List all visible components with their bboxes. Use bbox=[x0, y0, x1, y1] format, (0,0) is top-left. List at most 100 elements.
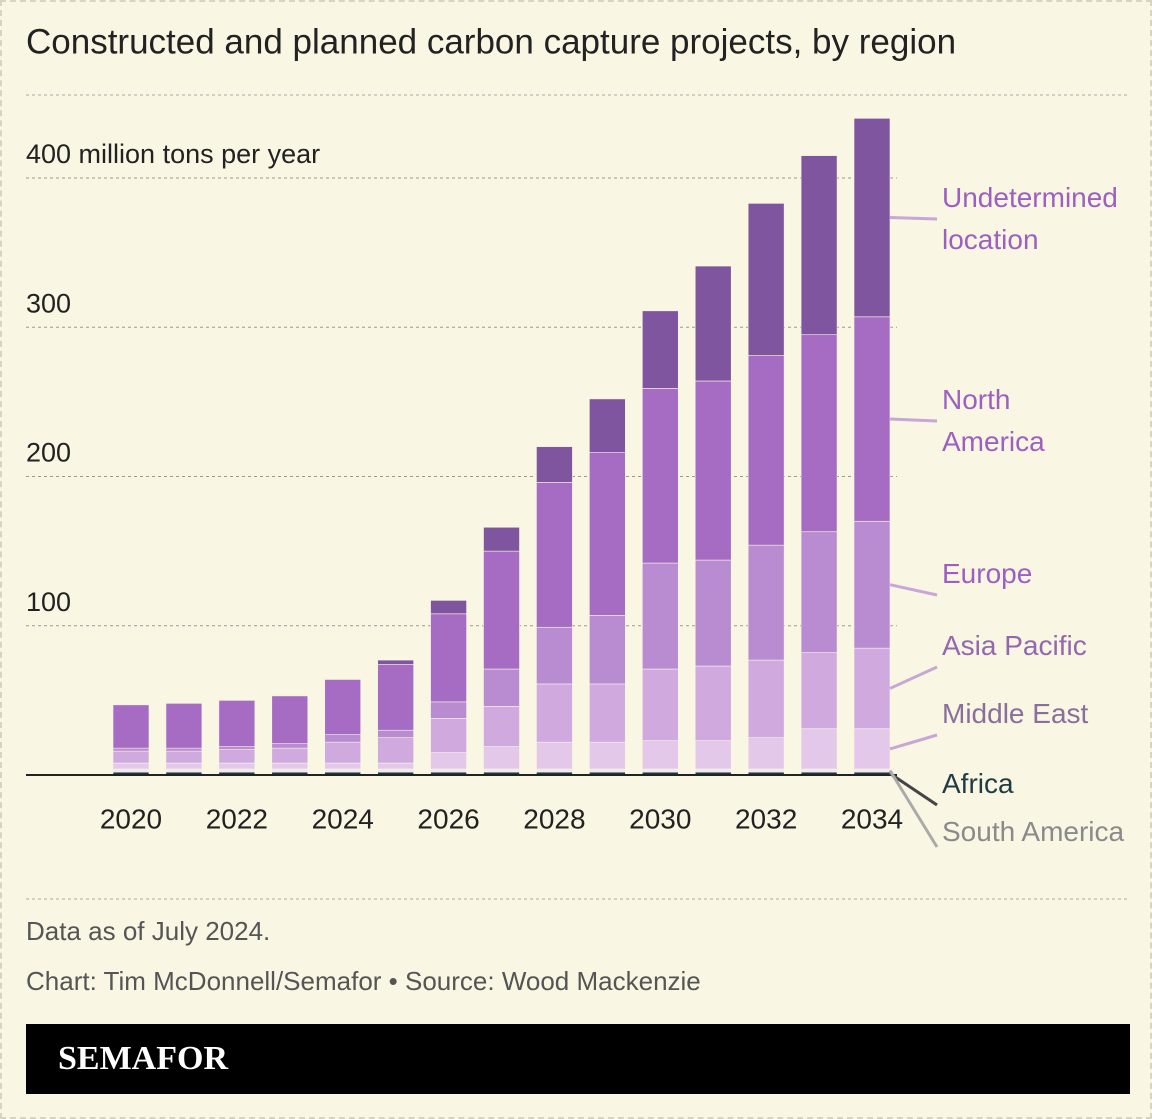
bar-segment bbox=[324, 734, 362, 743]
bar-segment bbox=[271, 743, 309, 749]
bar-segment bbox=[641, 768, 679, 773]
bar-segment bbox=[165, 750, 203, 764]
bar-segment bbox=[589, 741, 626, 770]
bar-segment bbox=[165, 762, 203, 770]
bar-segment bbox=[218, 700, 256, 747]
brand: SEMAFOR bbox=[58, 1040, 228, 1077]
bar-segment bbox=[536, 626, 573, 685]
bar-segment bbox=[271, 768, 309, 773]
leader-line bbox=[889, 772, 938, 807]
y-tick-label: 400 million tons per year bbox=[26, 139, 320, 169]
bar-segment bbox=[324, 762, 362, 770]
bar-segment bbox=[800, 728, 838, 770]
bar-segment bbox=[271, 762, 309, 770]
bar-segment bbox=[218, 746, 256, 750]
bar-segment bbox=[483, 746, 520, 770]
bar-segment bbox=[800, 334, 838, 533]
leader-line bbox=[889, 216, 938, 221]
bar-segment bbox=[641, 388, 679, 564]
x-tick-label: 2022 bbox=[206, 803, 268, 834]
bar-segment bbox=[483, 706, 520, 747]
x-tick-label: 2032 bbox=[735, 803, 797, 834]
x-tick-label: 2028 bbox=[523, 803, 585, 834]
bar-segment bbox=[536, 482, 573, 628]
bar-segment bbox=[694, 380, 732, 561]
bar-segment bbox=[536, 741, 573, 770]
bar-segment bbox=[483, 668, 520, 707]
bar-segment bbox=[536, 446, 573, 483]
bar-segment bbox=[112, 768, 150, 773]
bar-segment bbox=[800, 155, 838, 336]
bar-segment bbox=[800, 531, 838, 653]
leader-line bbox=[889, 665, 938, 690]
x-tick-label: 2034 bbox=[841, 803, 903, 834]
y-tick-label: 200 bbox=[26, 438, 71, 468]
legend-label: North America bbox=[942, 384, 1045, 457]
bar-segment bbox=[324, 741, 362, 764]
bar-segment bbox=[747, 737, 785, 770]
bar-segment bbox=[377, 768, 414, 773]
bar-segment bbox=[430, 701, 467, 719]
bar-segment bbox=[747, 203, 785, 356]
y-tick-label: 100 bbox=[26, 587, 71, 617]
bar-segment bbox=[853, 768, 891, 773]
bar-segment bbox=[271, 695, 309, 744]
bar-segment bbox=[853, 118, 891, 318]
x-tick-label: 2024 bbox=[312, 803, 374, 834]
bar-segment bbox=[853, 728, 891, 770]
brand-bar: SEMAFOR bbox=[26, 1024, 1130, 1094]
bar-segment bbox=[483, 550, 520, 670]
bar-segment bbox=[747, 659, 785, 738]
bar-segment bbox=[112, 704, 150, 749]
leader-line bbox=[888, 769, 939, 848]
bar-segment bbox=[800, 768, 838, 773]
bar-segment bbox=[694, 740, 732, 770]
bar-segment bbox=[112, 762, 150, 770]
bar-segment bbox=[218, 749, 256, 764]
bar-segment bbox=[377, 659, 414, 665]
bar-segment bbox=[324, 679, 362, 736]
leader-line bbox=[889, 417, 938, 423]
bar-segment bbox=[218, 768, 256, 773]
bar-segment bbox=[483, 768, 520, 773]
bar-segment bbox=[641, 668, 679, 741]
bar-segment bbox=[430, 717, 467, 753]
bar-segment bbox=[853, 647, 891, 730]
bar-segment bbox=[324, 768, 362, 773]
chart-title: Constructed and planned carbon capture p… bbox=[26, 22, 956, 61]
bar-segment bbox=[377, 762, 414, 770]
bar-segment bbox=[377, 664, 414, 731]
legend-label: Asia Pacific bbox=[942, 630, 1087, 661]
bar-segment bbox=[271, 747, 309, 764]
bar-segment bbox=[853, 316, 891, 522]
x-tick-label: 2030 bbox=[629, 803, 691, 834]
y-tick-label: 300 bbox=[26, 288, 71, 318]
note: Data as of July 2024. bbox=[26, 916, 271, 946]
bar-segment bbox=[747, 768, 785, 773]
bar-segment bbox=[641, 740, 679, 770]
bar-segment bbox=[430, 613, 467, 703]
bar-segment bbox=[747, 355, 785, 546]
bar-segment bbox=[377, 729, 414, 738]
legend-label: Africa bbox=[942, 768, 1014, 799]
bar-segment bbox=[218, 762, 256, 770]
bar-segment bbox=[112, 747, 150, 752]
bar-segment bbox=[430, 768, 467, 773]
bar-segment bbox=[165, 768, 203, 773]
bar-segment bbox=[536, 683, 573, 743]
bar-segment bbox=[589, 398, 626, 453]
bar-segment bbox=[853, 520, 891, 649]
bar-segment bbox=[589, 615, 626, 685]
bar-segment bbox=[694, 665, 732, 741]
bar-segment bbox=[589, 683, 626, 743]
bar-segment bbox=[165, 747, 203, 752]
bar-segment bbox=[377, 737, 414, 764]
leader-line bbox=[889, 583, 938, 597]
bar-segment bbox=[483, 526, 520, 552]
note: Chart: Tim McDonnell/Semafor • Source: W… bbox=[26, 966, 701, 996]
legend-label: Middle East bbox=[942, 698, 1089, 729]
bar-segment bbox=[536, 768, 573, 773]
bar-segment bbox=[430, 600, 467, 615]
